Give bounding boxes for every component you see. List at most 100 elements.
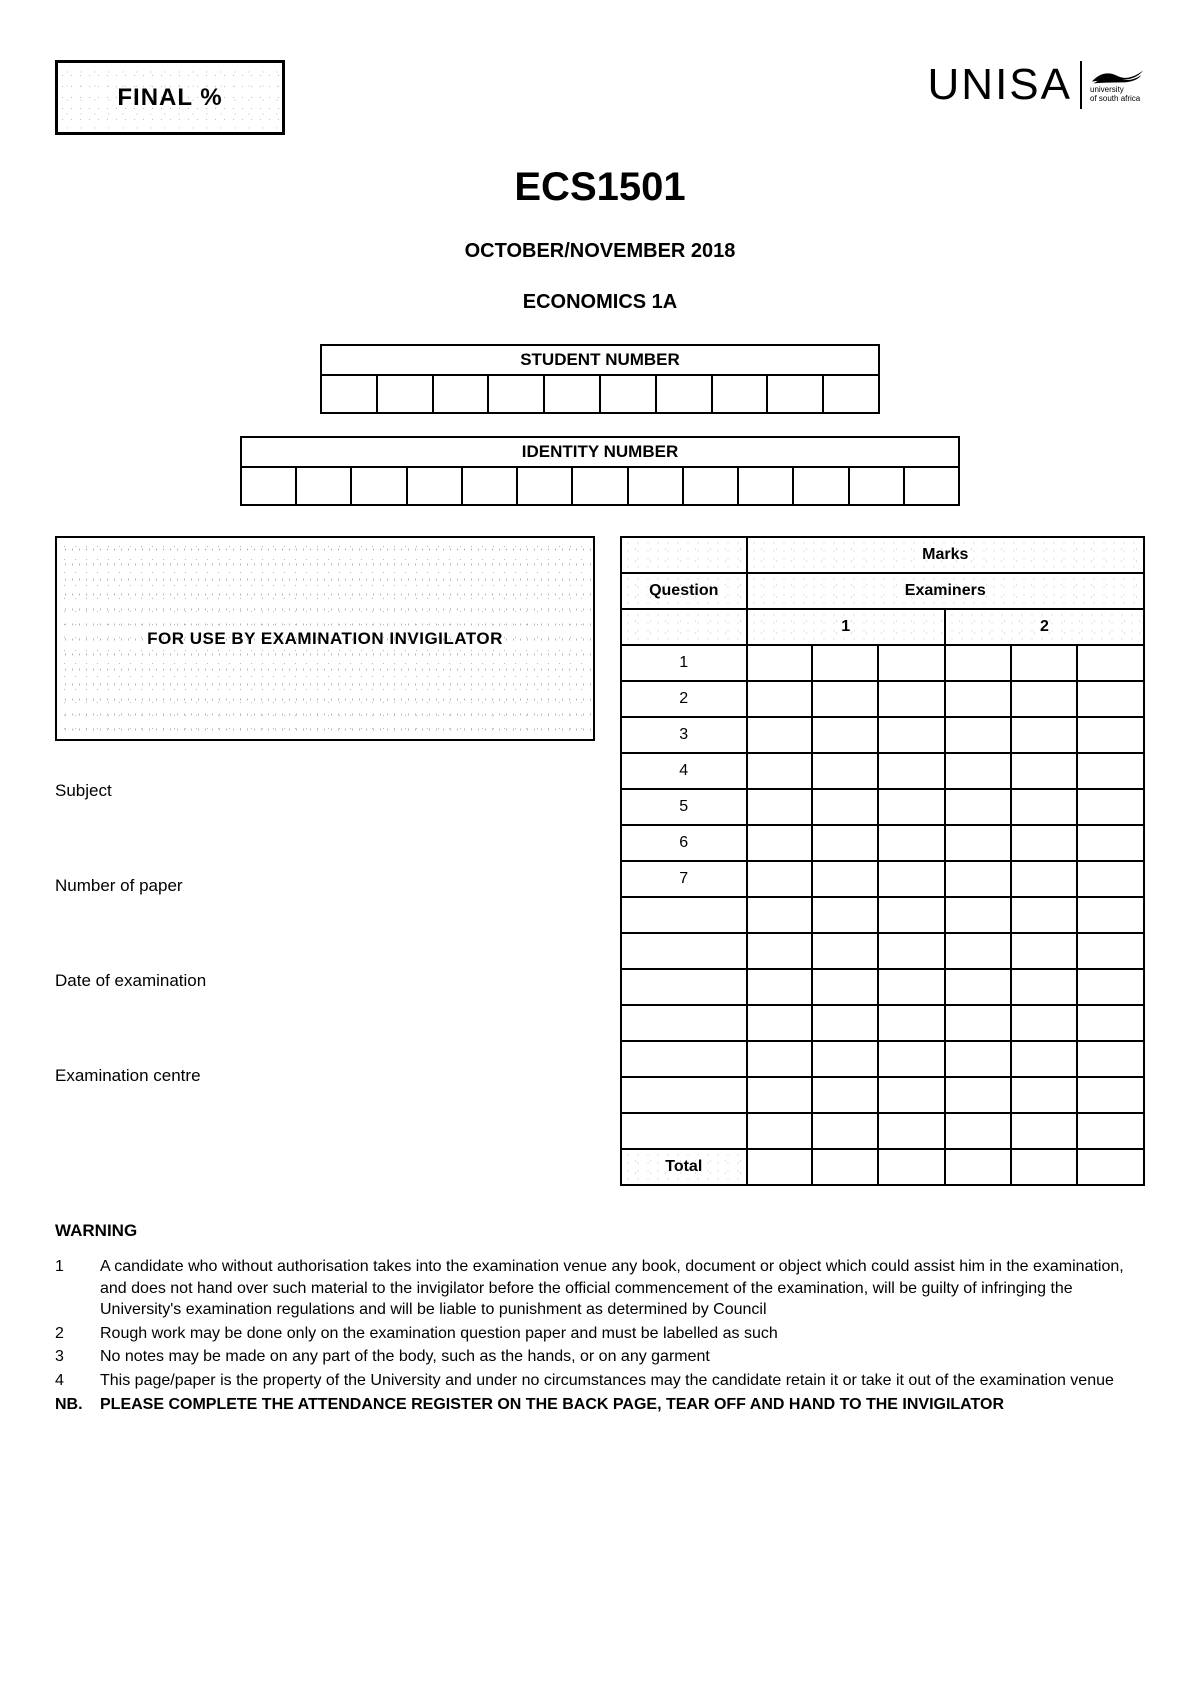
- student-number-block: STUDENT NUMBER: [320, 344, 880, 414]
- mark-cell: [747, 789, 813, 825]
- question-header: Question: [621, 573, 747, 609]
- mark-cell: [747, 753, 813, 789]
- identity-number-label: IDENTITY NUMBER: [240, 436, 960, 466]
- warning-item-number: 3: [55, 1346, 100, 1368]
- mark-cell: [1011, 1113, 1077, 1149]
- number-cell: [824, 376, 878, 412]
- mark-cell: [747, 969, 813, 1005]
- mark-cell: [812, 1077, 878, 1113]
- exam-cover-page: FINAL % UNISA university of south africa…: [0, 0, 1200, 1698]
- number-cell: [629, 468, 684, 504]
- number-cell: [601, 376, 657, 412]
- examiner-col-1: 1: [747, 609, 945, 645]
- number-cell: [657, 376, 713, 412]
- mark-cell: [747, 717, 813, 753]
- mark-cell: [747, 897, 813, 933]
- university-sublogo: university of south africa: [1090, 66, 1145, 104]
- marks-table: MarksQuestionExaminers121234567Total: [620, 536, 1145, 1186]
- course-name: ECONOMICS 1A: [55, 291, 1145, 314]
- mark-cell: [945, 789, 1011, 825]
- invigilator-box: FOR USE BY EXAMINATION INVIGILATOR: [55, 536, 595, 741]
- mark-cell: [1011, 789, 1077, 825]
- exam-period: OCTOBER/NOVEMBER 2018: [55, 240, 1145, 263]
- mark-cell: [1011, 825, 1077, 861]
- mark-cell: [812, 825, 878, 861]
- question-cell: [621, 897, 747, 933]
- question-cell: [621, 1077, 747, 1113]
- identity-number-block: IDENTITY NUMBER: [240, 436, 960, 506]
- mark-cell: [1077, 753, 1144, 789]
- mark-cell: [878, 1077, 944, 1113]
- mark-cell: [1077, 717, 1144, 753]
- mark-cell: [945, 1077, 1011, 1113]
- warning-list: 1A candidate who without authorisation t…: [55, 1256, 1145, 1415]
- warning-item-number: 1: [55, 1256, 100, 1321]
- number-cell: [242, 468, 297, 504]
- warning-item-number: 4: [55, 1370, 100, 1392]
- warning-nb-text: PLEASE COMPLETE THE ATTENDANCE REGISTER …: [100, 1394, 1145, 1416]
- question-cell: [621, 969, 747, 1005]
- marks-table-corner: [621, 537, 747, 573]
- mark-cell: [1011, 753, 1077, 789]
- mark-cell: [878, 1041, 944, 1077]
- number-cell: [684, 468, 739, 504]
- mark-cell: [812, 1113, 878, 1149]
- mark-cell: [1011, 933, 1077, 969]
- mark-cell: [1011, 897, 1077, 933]
- mark-cell: [812, 969, 878, 1005]
- number-cell: [489, 376, 545, 412]
- question-cell: 2: [621, 681, 747, 717]
- mark-cell: [1077, 789, 1144, 825]
- question-cell: [621, 1041, 747, 1077]
- warning-item-number: 2: [55, 1323, 100, 1345]
- warning-item: 2Rough work may be done only on the exam…: [55, 1323, 1145, 1345]
- number-cell: [573, 468, 628, 504]
- mark-cell: [878, 681, 944, 717]
- mark-cell: [1011, 1005, 1077, 1041]
- warning-item: 4This page/paper is the property of the …: [55, 1370, 1145, 1392]
- total-cell: [1077, 1149, 1144, 1185]
- mark-cell: [878, 897, 944, 933]
- mark-cell: [812, 681, 878, 717]
- number-cell: [850, 468, 905, 504]
- question-cell: 6: [621, 825, 747, 861]
- mark-cell: [1077, 969, 1144, 1005]
- question-cell: 4: [621, 753, 747, 789]
- mark-cell: [812, 1005, 878, 1041]
- total-cell: [812, 1149, 878, 1185]
- mark-cell: [747, 933, 813, 969]
- mark-cell: [1077, 933, 1144, 969]
- flame-icon: [1090, 66, 1145, 86]
- mark-cell: [1077, 1005, 1144, 1041]
- number-cell: [297, 468, 352, 504]
- mark-cell: [1011, 1077, 1077, 1113]
- examiner-col-2: 2: [945, 609, 1144, 645]
- mark-cell: [1011, 1041, 1077, 1077]
- mark-cell: [747, 645, 813, 681]
- question-cell: 7: [621, 861, 747, 897]
- mark-cell: [945, 1005, 1011, 1041]
- mark-cell: [878, 717, 944, 753]
- final-stamp-text: FINAL %: [117, 84, 222, 112]
- mark-cell: [945, 717, 1011, 753]
- mark-cell: [747, 1113, 813, 1149]
- number-cell: [378, 376, 434, 412]
- mark-cell: [747, 681, 813, 717]
- invigilator-text: FOR USE BY EXAMINATION INVIGILATOR: [147, 629, 503, 649]
- mark-cell: [1077, 897, 1144, 933]
- final-stamp-box: FINAL %: [55, 60, 285, 135]
- number-cell: [322, 376, 378, 412]
- number-cell: [794, 468, 849, 504]
- field-subject: Subject: [55, 781, 595, 801]
- student-number-label: STUDENT NUMBER: [320, 344, 880, 374]
- mark-cell: [945, 645, 1011, 681]
- mark-cell: [812, 861, 878, 897]
- mark-cell: [747, 825, 813, 861]
- mid-section: FOR USE BY EXAMINATION INVIGILATOR Subje…: [55, 536, 1145, 1186]
- mark-cell: [1077, 825, 1144, 861]
- mark-cell: [812, 933, 878, 969]
- left-column: FOR USE BY EXAMINATION INVIGILATOR Subje…: [55, 536, 595, 1116]
- number-cell: [463, 468, 518, 504]
- mark-cell: [878, 933, 944, 969]
- number-cell: [739, 468, 794, 504]
